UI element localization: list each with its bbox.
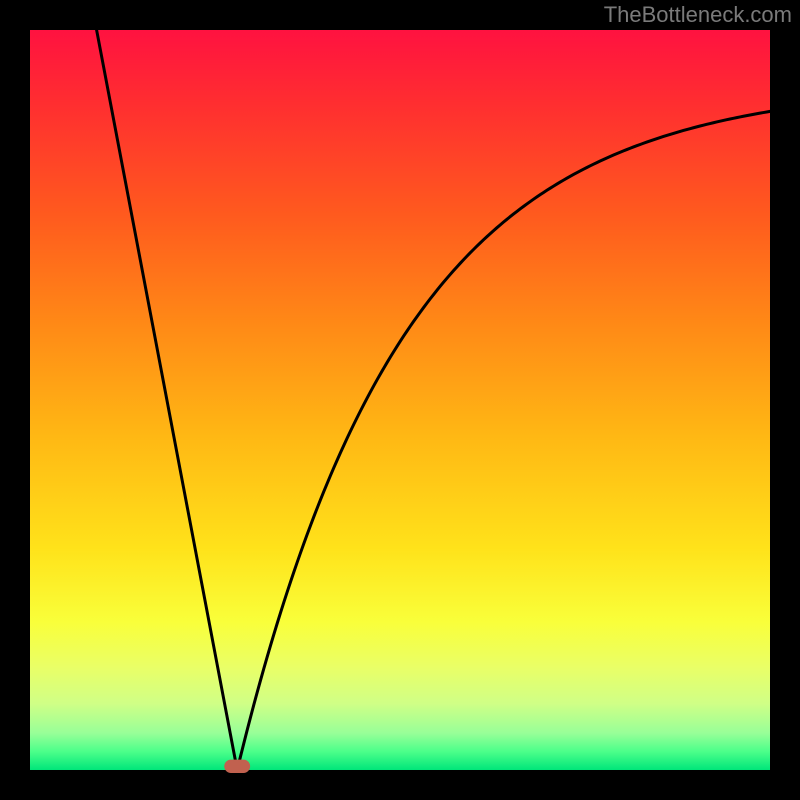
watermark-text: TheBottleneck.com [604, 2, 792, 28]
bottleneck-chart [0, 0, 800, 800]
plot-gradient-background [30, 30, 770, 770]
minimum-marker [224, 760, 250, 773]
